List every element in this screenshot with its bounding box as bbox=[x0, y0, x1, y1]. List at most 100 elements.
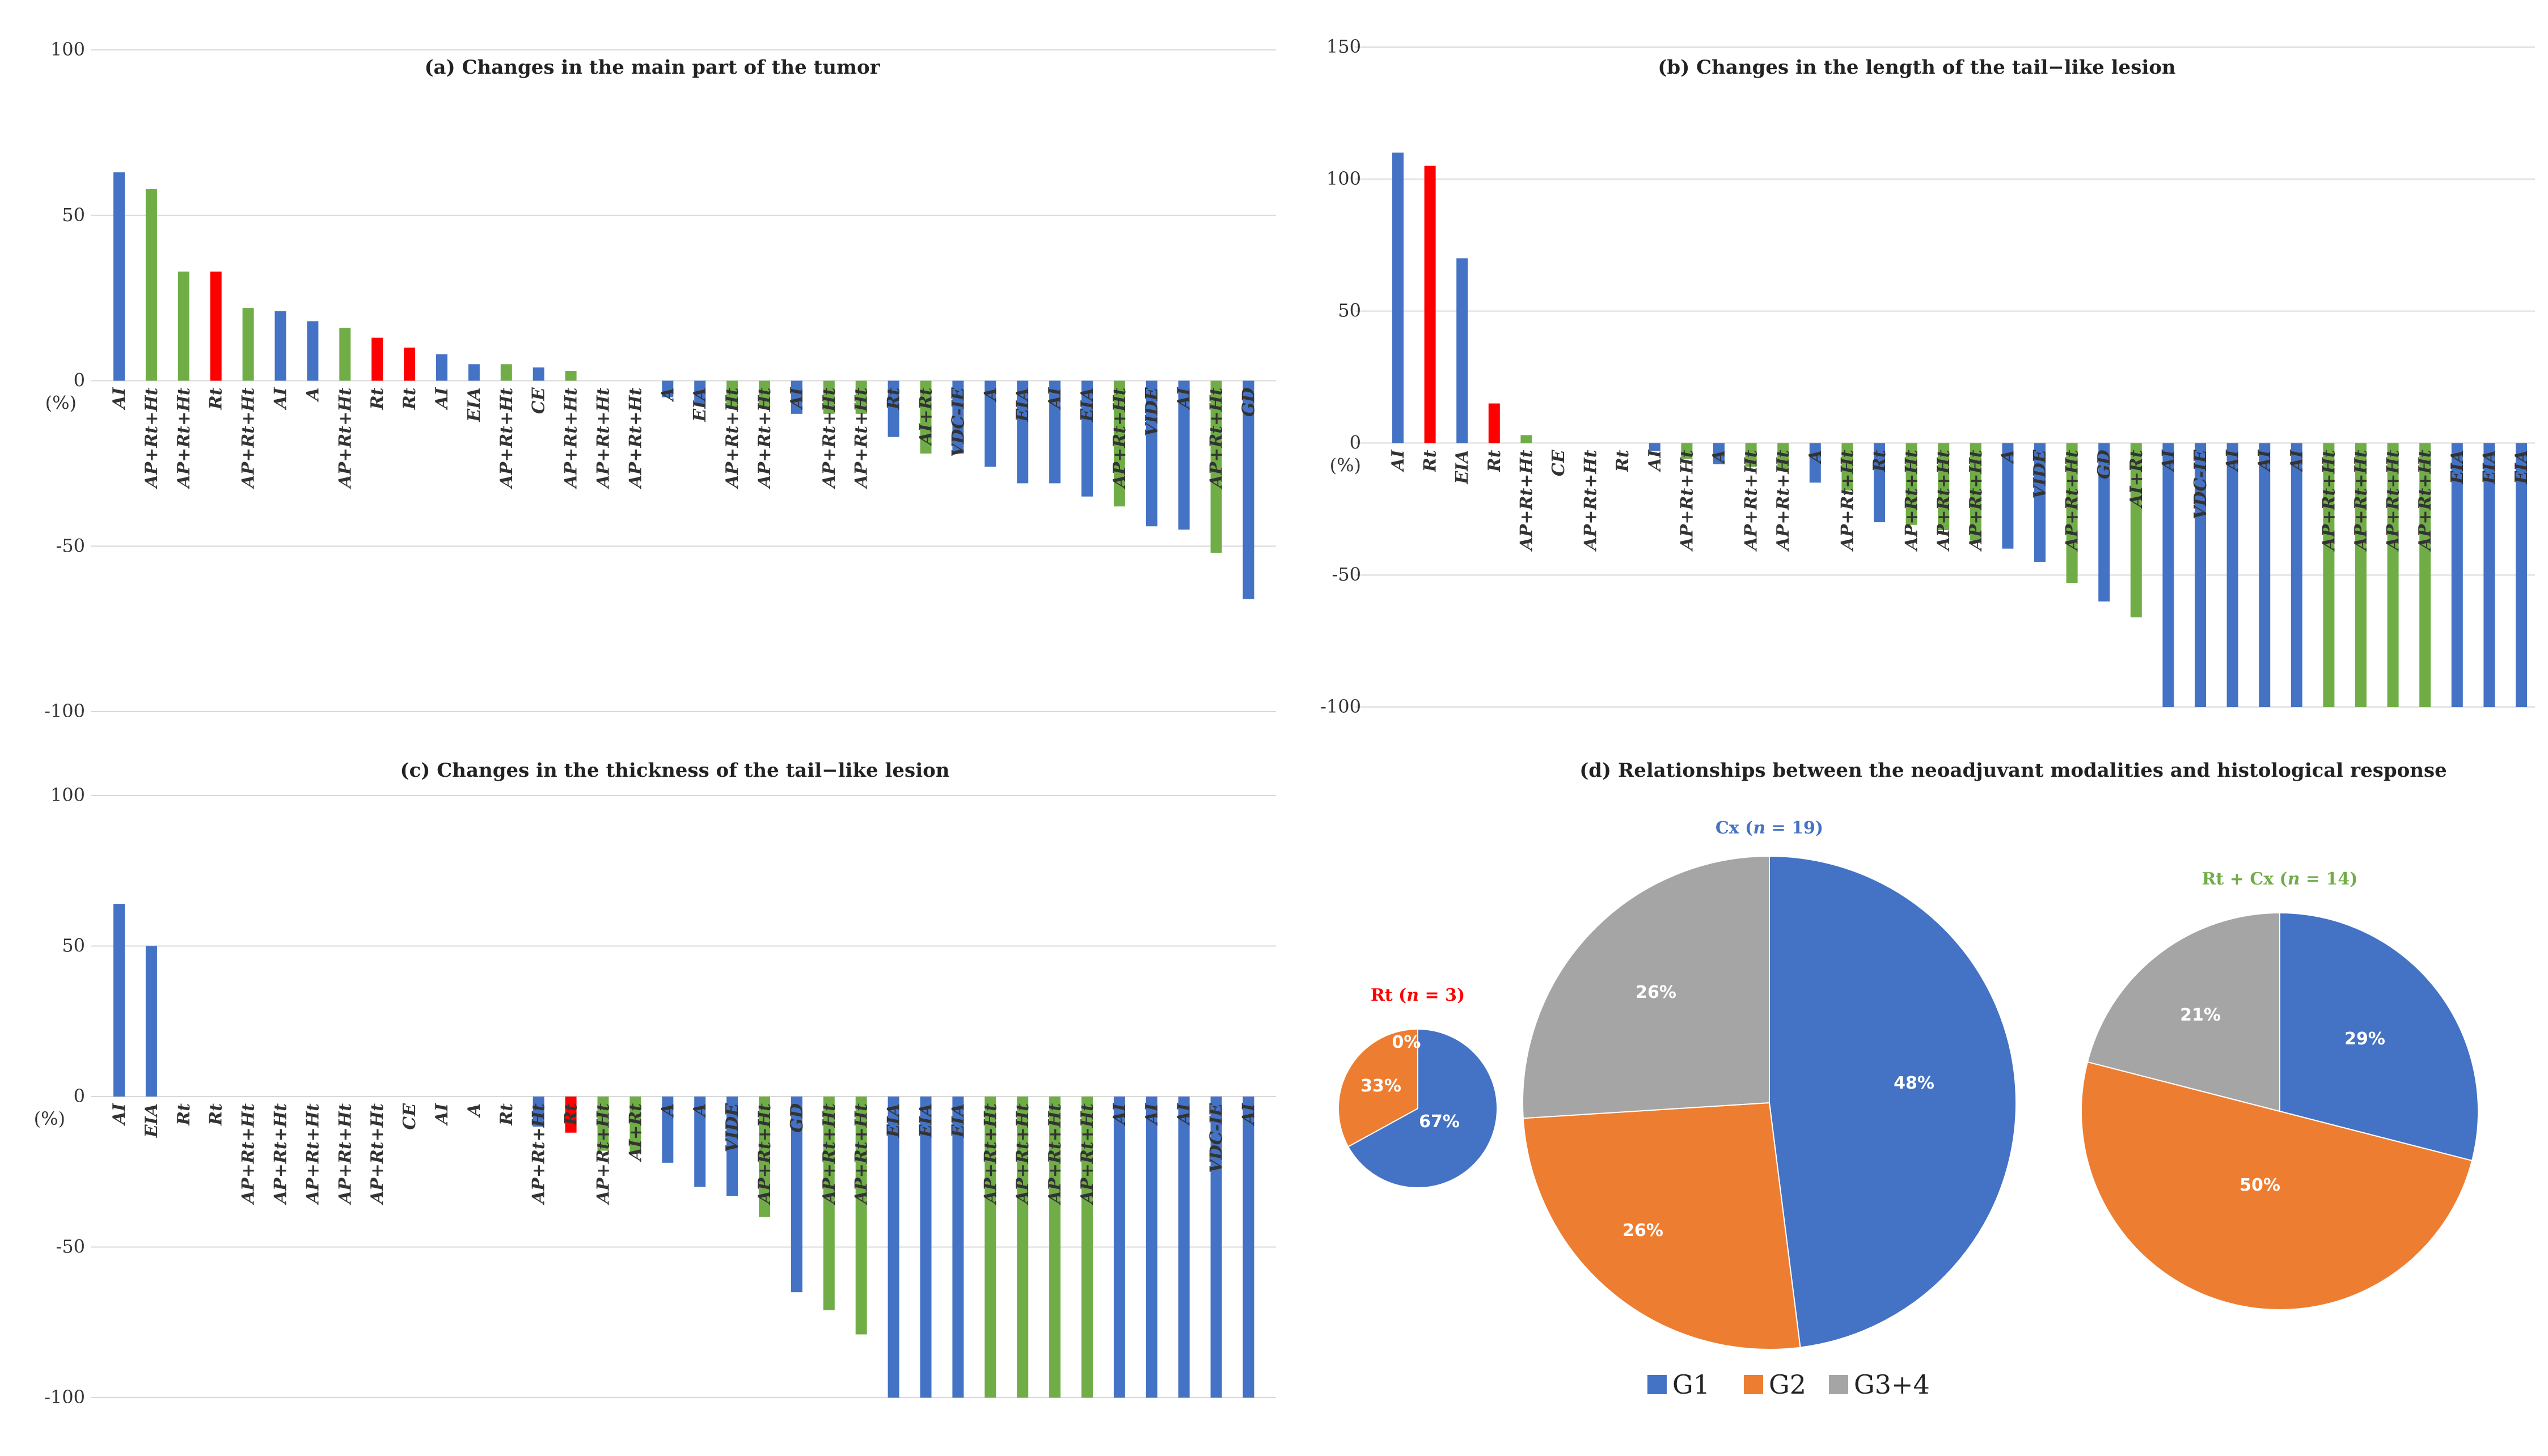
bar bbox=[2291, 443, 2302, 707]
category-label: Rt bbox=[1485, 450, 1505, 472]
category-label: AP+Rt+Ht bbox=[1966, 450, 1986, 552]
bar bbox=[2162, 443, 2174, 707]
bar bbox=[2195, 443, 2206, 707]
category-label: AP+Rt+Ht bbox=[2319, 450, 2339, 552]
bar bbox=[113, 172, 125, 381]
bar bbox=[2034, 443, 2046, 562]
bar bbox=[759, 380, 770, 408]
slice-label: 26% bbox=[1636, 983, 1676, 1002]
legend-swatch bbox=[1744, 1375, 1763, 1394]
slice-label: 67% bbox=[1419, 1112, 1460, 1132]
category-label: AI bbox=[432, 387, 452, 410]
y-tick-label: -50 bbox=[1332, 564, 1361, 585]
category-label: AP+Rt+Ht bbox=[852, 1103, 872, 1205]
category-label: Rt bbox=[497, 1103, 517, 1126]
bar bbox=[1777, 443, 1789, 469]
category-label: EIA bbox=[1077, 388, 1097, 422]
bar bbox=[1905, 443, 1917, 525]
bar bbox=[1049, 380, 1061, 484]
y-tick-label: 100 bbox=[50, 784, 85, 806]
bar bbox=[823, 380, 835, 414]
pie-slice bbox=[1769, 855, 2017, 1348]
bar bbox=[1049, 1097, 1061, 1398]
category-label: AI bbox=[2255, 449, 2275, 472]
bar bbox=[2323, 443, 2335, 707]
category-label: A bbox=[981, 388, 1000, 403]
bar bbox=[888, 380, 899, 437]
category-label: AP+Rt+Ht bbox=[303, 1103, 323, 1205]
category-label: Rt bbox=[1613, 450, 1633, 472]
bar bbox=[2259, 443, 2271, 707]
category-label: AP+Rt+Ht bbox=[819, 1103, 839, 1205]
bar bbox=[533, 367, 544, 381]
category-label: VDC-IE bbox=[2191, 449, 2211, 519]
y-tick-label: -100 bbox=[1320, 696, 1361, 717]
category-label: EIA bbox=[948, 1103, 968, 1138]
bar bbox=[1874, 443, 1885, 523]
category-label: EIA bbox=[916, 1103, 936, 1138]
bar bbox=[2451, 443, 2463, 707]
category-label: VDC-IE bbox=[948, 387, 968, 457]
bar bbox=[565, 370, 577, 381]
category-label: AP+Rt+Ht bbox=[1013, 1103, 1033, 1205]
category-label: AI bbox=[2287, 449, 2307, 472]
legend-swatch bbox=[1647, 1375, 1667, 1394]
bar bbox=[1178, 1097, 1190, 1398]
category-label: Rt bbox=[367, 387, 387, 410]
bar bbox=[823, 1097, 835, 1311]
category-label: AP+Rt+Ht bbox=[335, 1103, 355, 1205]
category-label: EIA bbox=[1452, 450, 1472, 484]
bar bbox=[145, 946, 157, 1097]
bar bbox=[1841, 443, 1853, 491]
bar bbox=[597, 1097, 609, 1151]
category-label: Rt bbox=[400, 387, 420, 410]
category-label: A bbox=[658, 1103, 678, 1118]
category-label: AP+Rt+Ht bbox=[981, 1103, 1000, 1205]
bar bbox=[1392, 153, 1404, 443]
category-label: Rt bbox=[174, 1103, 194, 1126]
panel-c-title: (c) Changes in the thickness of the tail… bbox=[400, 759, 949, 782]
category-label: AP+Rt+Ht bbox=[852, 387, 872, 489]
category-label: AI bbox=[2223, 449, 2243, 472]
category-label: A bbox=[303, 388, 323, 403]
bar bbox=[1081, 380, 1093, 497]
category-label: CE bbox=[400, 1103, 420, 1130]
slice-label: 0% bbox=[1392, 1032, 1421, 1052]
category-label: AI bbox=[1645, 449, 1665, 472]
category-label: AP+Rt+Ht bbox=[755, 1103, 775, 1205]
slice-label: 21% bbox=[2180, 1005, 2221, 1025]
bar bbox=[404, 348, 416, 381]
bar bbox=[145, 189, 157, 381]
category-label: AP+Rt+Ht bbox=[367, 1103, 387, 1205]
bar bbox=[662, 380, 674, 397]
bar bbox=[1081, 1097, 1093, 1398]
bar bbox=[1809, 443, 1821, 483]
category-label: AI bbox=[787, 387, 807, 410]
bar bbox=[662, 1097, 674, 1163]
bar bbox=[759, 1097, 770, 1217]
bar bbox=[1424, 166, 1436, 443]
category-label: AP+Rt+Ht bbox=[1773, 450, 1793, 552]
y-tick-label: 50 bbox=[62, 204, 85, 226]
y-tick-label: -50 bbox=[56, 1236, 85, 1258]
category-label: AP+Rt+Ht bbox=[594, 387, 614, 489]
category-label: AP+Rt+Ht bbox=[1934, 450, 1954, 552]
category-label: AI+Rt bbox=[2127, 450, 2146, 509]
bar bbox=[500, 364, 512, 381]
y-tick-label: 0 bbox=[74, 370, 85, 391]
category-label: Rt bbox=[1421, 450, 1440, 472]
bar bbox=[468, 364, 480, 381]
pie-slice bbox=[2081, 1062, 2472, 1310]
category-label: A bbox=[464, 1103, 484, 1118]
category-label: EIA bbox=[884, 1103, 904, 1138]
category-label: A bbox=[1998, 450, 2018, 464]
bar bbox=[1713, 443, 1725, 464]
y-tick-label: 50 bbox=[1338, 300, 1361, 321]
category-label: AI bbox=[271, 387, 291, 410]
bar bbox=[2002, 443, 2014, 549]
category-label: AI bbox=[109, 387, 129, 410]
y-unit-label: (%) bbox=[45, 392, 77, 414]
bar bbox=[1017, 380, 1029, 484]
category-label: AP+Rt+Ht bbox=[1110, 387, 1130, 489]
category-label: AP+Rt+Ht bbox=[1207, 387, 1227, 489]
